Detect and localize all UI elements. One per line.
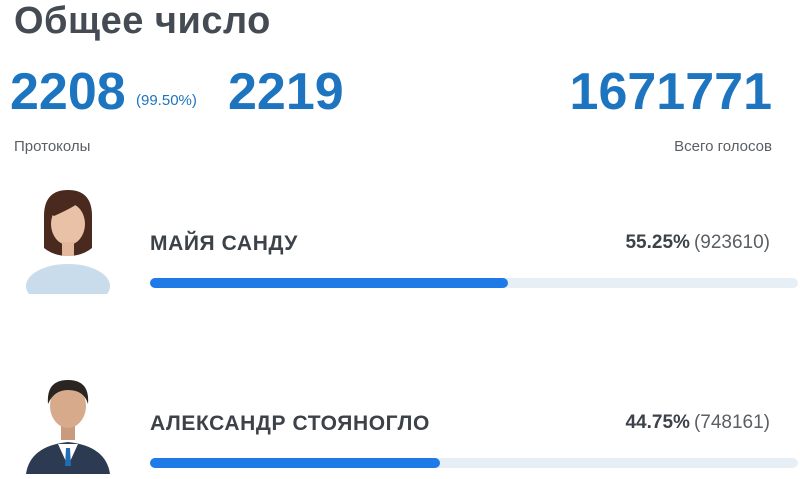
candidate-result: 44.75% (748161) bbox=[625, 412, 770, 434]
candidate-votes: (748161) bbox=[693, 412, 770, 433]
candidate-result: 55.25% (923610) bbox=[625, 232, 770, 254]
candidate-row: МАЙЯ САНДУ 55.25% (923610) bbox=[0, 186, 800, 308]
candidate-photo-icon bbox=[24, 366, 112, 474]
protocols-label: Протоколы bbox=[14, 138, 91, 155]
vote-share-track bbox=[150, 458, 798, 468]
candidate-percent: 44.75% bbox=[625, 412, 690, 433]
total-protocols-count: 2219 bbox=[228, 63, 344, 121]
candidate-row: АЛЕКСАНДР СТОЯНОГЛО 44.75% (748161) bbox=[0, 366, 800, 476]
candidate-photo-icon bbox=[24, 186, 112, 308]
stats-row: 2208 (99.50%) 2219 1671771 bbox=[10, 62, 772, 122]
votes-label: Всего голосов bbox=[674, 138, 772, 155]
candidate-votes: (923610) bbox=[693, 232, 770, 253]
vote-share-bar bbox=[150, 458, 440, 468]
total-votes-count: 1671771 bbox=[569, 63, 772, 121]
page-title: Общее число bbox=[14, 0, 271, 42]
vote-share-bar bbox=[150, 278, 509, 288]
vote-share-track bbox=[150, 278, 798, 288]
processed-protocols-count: 2208 bbox=[10, 63, 126, 121]
candidate-name: АЛЕКСАНДР СТОЯНОГЛО bbox=[150, 412, 430, 435]
candidate-percent: 55.25% bbox=[625, 232, 690, 253]
candidate-name: МАЙЯ САНДУ bbox=[150, 232, 298, 255]
processed-percent: (99.50%) bbox=[136, 92, 197, 109]
